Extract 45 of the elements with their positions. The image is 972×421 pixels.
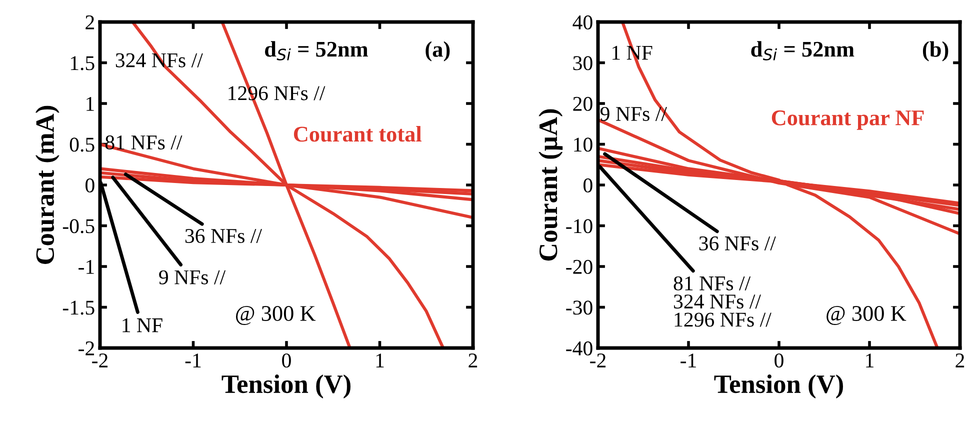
y-tick-label: 1.5	[70, 56, 94, 70]
y-tick-label: -0.5	[62, 219, 94, 234]
y-axis-title: Courant (µA)	[538, 109, 563, 261]
annotation: 81 NFs // 324 NFs // 1296 NFs //	[674, 276, 772, 327]
x-tick-label: -2	[590, 354, 606, 368]
x-tick-label: 1	[376, 354, 384, 368]
annotation: d$_{Si}$ = 52nm	[265, 41, 368, 60]
y-tick-label: 0.5	[70, 138, 94, 152]
y-tick-label: 40	[572, 15, 592, 30]
y-tick-label: 30	[573, 56, 592, 70]
y-tick-label: 20	[573, 96, 592, 111]
annotation: 36 NFs //	[699, 236, 776, 250]
x-tick-label: -1	[185, 354, 201, 368]
y-tick-label: -10	[566, 219, 592, 234]
x-tick-label: 0	[774, 353, 784, 368]
y-tick-label: 2	[86, 15, 94, 30]
annotation: 36 NFs //	[185, 228, 262, 243]
x-tick-label: 1	[866, 354, 874, 368]
y-tick-label: 10	[574, 138, 592, 152]
y-tick-label: -40	[566, 341, 592, 356]
y-tick-label: 0	[584, 178, 592, 192]
annotation: (a)	[426, 41, 450, 62]
y-tick-label: -1	[78, 260, 94, 274]
y-axis-title: Courant (mA)	[35, 106, 60, 264]
y-tick-label: -30	[566, 300, 592, 315]
annotation: 9 NFs //	[159, 270, 226, 284]
annotation: 1 NF	[122, 318, 162, 332]
x-tick-label: -1	[680, 354, 696, 368]
annotation: Courant par NF	[772, 110, 924, 130]
annotation: @ 300 K	[236, 306, 316, 325]
annotation: Courant total	[294, 126, 422, 142]
annotation: 81 NFs //	[105, 135, 182, 150]
y-tick-label: -20	[566, 260, 592, 274]
y-tick-label: 0	[86, 178, 94, 192]
x-tick-label: 2	[956, 354, 964, 368]
x-axis-title: Tension (V)	[714, 374, 843, 398]
annotation: d$_{Si}$ = 52nm	[751, 41, 854, 60]
y-tick-label: -1.5	[62, 300, 94, 315]
annotation: (b)	[922, 41, 948, 62]
y-tick-label: -2	[78, 341, 94, 356]
x-tick-label: 2	[468, 354, 478, 368]
x-tick-label: 0	[282, 353, 291, 368]
x-axis-title: Tension (V)	[222, 374, 350, 398]
y-tick-label: 1	[86, 96, 94, 111]
annotation: @ 300 K	[826, 306, 906, 325]
